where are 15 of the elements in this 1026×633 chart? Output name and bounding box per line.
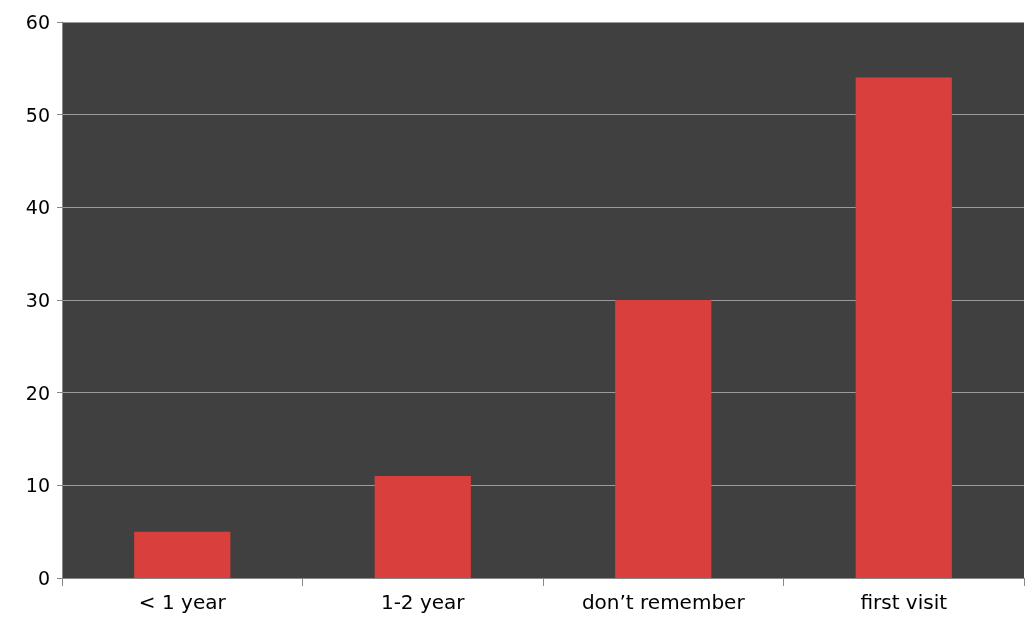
y-tick-label: 20 <box>25 381 50 404</box>
x-tick-label: 1-2 year <box>380 590 466 614</box>
bar <box>855 77 952 578</box>
y-tick-label: 50 <box>25 103 50 126</box>
bar <box>615 300 712 578</box>
x-tick-label: first visit <box>860 590 948 614</box>
y-tick-label: 0 <box>37 567 50 589</box>
bar <box>374 476 471 578</box>
y-tick-label: 40 <box>25 196 50 219</box>
y-tick-label: 10 <box>25 474 50 497</box>
y-tick-label: 60 <box>25 11 50 33</box>
bar <box>134 531 231 578</box>
y-tick-label: 30 <box>25 289 50 311</box>
x-tick-label: don’t remember <box>581 590 746 614</box>
x-tick-label: < 1 year <box>138 590 227 614</box>
